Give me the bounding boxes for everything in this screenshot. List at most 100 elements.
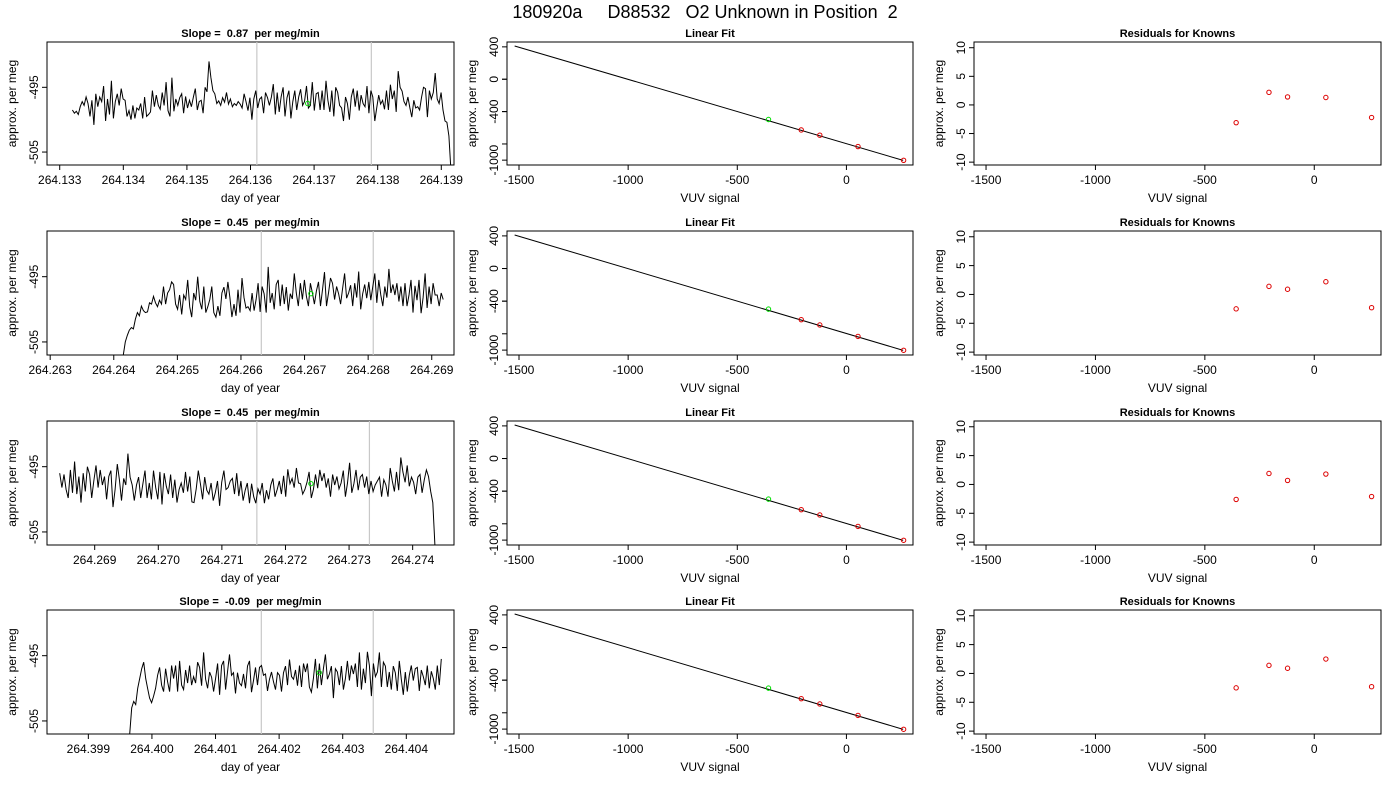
x-tick-label: 0 xyxy=(843,742,850,756)
series-line xyxy=(129,651,442,734)
unknown-point xyxy=(765,496,772,502)
known-point xyxy=(1368,305,1375,311)
row2-resid-panel: Residuals for Knowns -1500 -1000 -500 0 VUV s… xyxy=(932,217,1382,395)
x-tick-label: 264.400 xyxy=(130,742,174,756)
panel-grid: Slope = 0.87 per meg/min 264.133 264.134 26… xyxy=(5,28,1382,774)
x-tick-label: -1500 xyxy=(504,173,535,187)
x-axis-label: day of year xyxy=(221,760,280,774)
y-tick-label: -505 xyxy=(27,520,41,544)
row4-resid-panel: Residuals for Knowns -1500 -1000 -500 0 VUV s… xyxy=(932,596,1382,774)
known-point xyxy=(1233,306,1239,312)
panel-title: Residuals for Knowns xyxy=(1120,596,1236,608)
known-point xyxy=(855,523,861,530)
known-point xyxy=(1266,470,1272,477)
y-tick-label: -1000 xyxy=(487,713,501,744)
known-point xyxy=(1323,94,1329,101)
x-tick-label: 264.139 xyxy=(420,173,464,187)
plot-frame xyxy=(46,609,455,735)
x-tick-label: 264.272 xyxy=(264,553,308,567)
x-tick-label: 264.270 xyxy=(137,553,181,567)
plot-area xyxy=(71,42,452,165)
x-tick-label: 264.268 xyxy=(346,363,390,377)
y-axis-label: approx. per meg xyxy=(465,60,479,147)
known-point xyxy=(855,333,861,340)
panel-title: Slope = -0.09 per meg/min xyxy=(179,596,321,608)
x-tick-label: 264.137 xyxy=(292,173,336,187)
panel-title: Residuals for Knowns xyxy=(1120,217,1236,229)
y-axis-label: approx. per meg xyxy=(932,439,946,526)
y-tick-label: -1000 xyxy=(487,334,501,365)
unknown-point xyxy=(765,306,772,312)
series-line xyxy=(122,266,444,355)
x-axis-label: VUV signal xyxy=(680,571,739,585)
known-point xyxy=(798,316,804,323)
known-point xyxy=(817,322,823,328)
known-point xyxy=(1233,119,1239,126)
known-point xyxy=(798,695,804,702)
x-tick-label: -500 xyxy=(1193,363,1217,377)
y-axis-label: approx. per meg xyxy=(5,439,19,526)
y-axis-label: approx. per meg xyxy=(932,249,946,336)
known-point xyxy=(798,506,804,513)
known-point xyxy=(1323,656,1329,662)
y-tick-label: 400 xyxy=(487,416,501,436)
y-tick-label: 10 xyxy=(954,420,968,434)
y-axis-label: approx. per meg xyxy=(5,249,19,336)
y-tick-label: 0 xyxy=(487,76,501,83)
y-tick-label: -10 xyxy=(954,343,968,361)
y-axis-label: approx. per meg xyxy=(5,60,19,147)
series-line xyxy=(71,61,452,165)
x-tick-label: -1000 xyxy=(1080,173,1111,187)
known-point xyxy=(1233,685,1239,691)
x-axis-label: VUV signal xyxy=(680,191,739,205)
y-tick-label: -5 xyxy=(954,508,968,519)
plot-frame xyxy=(973,609,1382,735)
x-axis-label: VUV signal xyxy=(680,381,739,395)
panel-title: Residuals for Knowns xyxy=(1120,407,1236,419)
known-point xyxy=(900,537,907,543)
x-tick-label: -500 xyxy=(725,742,749,756)
x-tick-label: -1500 xyxy=(971,173,1002,187)
x-tick-label: 0 xyxy=(1311,363,1318,377)
y-tick-label: -5 xyxy=(954,318,968,329)
y-tick-label: 5 xyxy=(954,641,968,648)
known-point xyxy=(1233,496,1239,503)
x-tick-label: 264.274 xyxy=(391,553,435,567)
known-point xyxy=(1368,684,1375,690)
known-point xyxy=(900,157,907,164)
y-tick-label: -505 xyxy=(27,709,41,733)
plot-frame xyxy=(973,41,1382,166)
known-point xyxy=(855,712,861,719)
fit-line xyxy=(514,45,904,161)
y-tick-label: -400 xyxy=(487,289,501,313)
y-tick-label: -400 xyxy=(487,668,501,692)
y-tick-label: -400 xyxy=(487,99,501,123)
panel-title: Linear Fit xyxy=(685,596,735,608)
x-tick-label: 0 xyxy=(843,363,850,377)
x-tick-label: -1500 xyxy=(504,742,535,756)
known-point xyxy=(1368,493,1375,500)
x-tick-label: -1000 xyxy=(613,173,644,187)
plot-area xyxy=(122,231,444,355)
x-tick-label: 264.138 xyxy=(356,173,400,187)
x-tick-label: -1000 xyxy=(1080,363,1111,377)
y-tick-label: 10 xyxy=(954,41,968,55)
x-tick-label: 264.399 xyxy=(67,742,111,756)
unknown-marker xyxy=(308,290,314,297)
plot-frame xyxy=(46,230,455,356)
known-point xyxy=(900,726,907,732)
fit-line xyxy=(514,234,904,351)
x-tick-label: 264.136 xyxy=(229,173,273,187)
x-tick-label: 0 xyxy=(1311,173,1318,187)
x-tick-label: -500 xyxy=(1193,553,1217,567)
known-point xyxy=(1323,279,1329,285)
x-tick-label: 264.271 xyxy=(200,553,244,567)
x-tick-label: -500 xyxy=(725,553,749,567)
known-point xyxy=(1266,89,1272,96)
y-tick-label: 0 xyxy=(954,291,968,298)
y-tick-label: 0 xyxy=(487,644,501,651)
x-axis-label: VUV signal xyxy=(1148,381,1207,395)
fit-line xyxy=(514,424,904,541)
y-tick-label: -5 xyxy=(954,128,968,139)
x-axis-label: day of year xyxy=(221,571,280,585)
